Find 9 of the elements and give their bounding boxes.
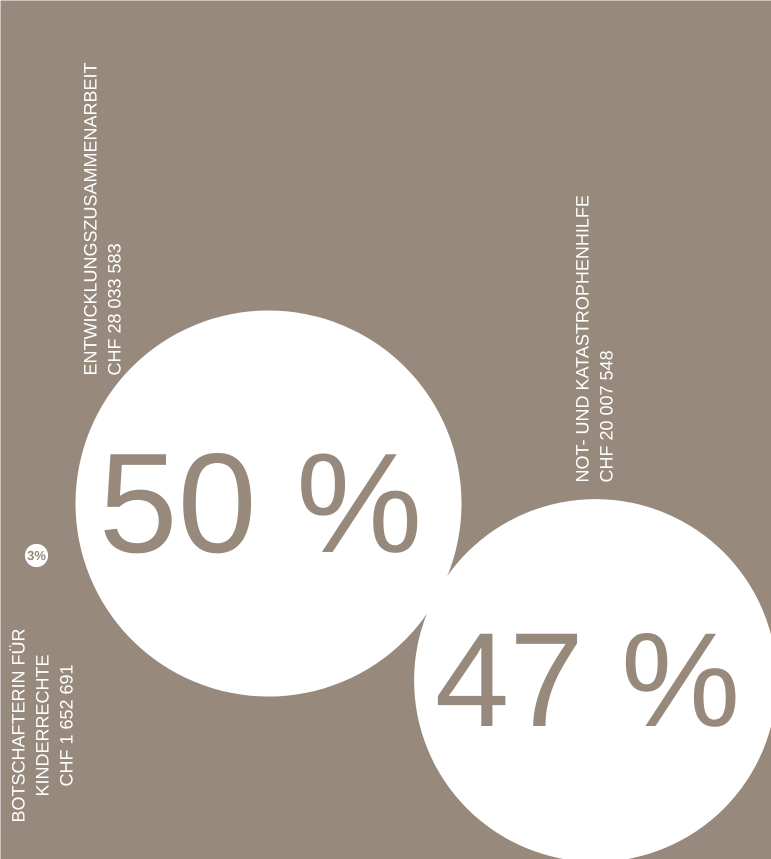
data-label: 47 %	[434, 606, 740, 755]
text: CHF 1 652 691	[56, 664, 76, 787]
data-label: 3%	[27, 548, 46, 563]
category-label: ENTWICKLUNGSZUSAMMENARBEIT	[80, 62, 100, 376]
data-label: 50 %	[98, 424, 422, 583]
category-label: BOTSCHAFTERIN FÜR KINDERRECHTE	[8, 628, 52, 822]
category-label: NOT- UND KATASTROPHENHILFE	[572, 195, 592, 482]
text: CHF 28 033 583	[104, 243, 124, 376]
text: CHF 20 007 548	[596, 350, 616, 482]
